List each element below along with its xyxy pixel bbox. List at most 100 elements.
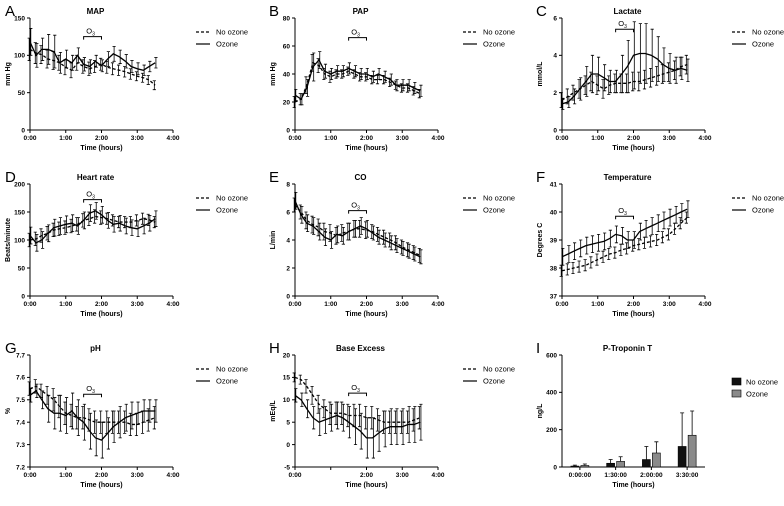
error-bar — [656, 36, 660, 82]
y-axis-label: L/min — [270, 231, 277, 250]
series-line-ozone — [561, 52, 688, 105]
series-line-no-ozone — [29, 48, 156, 86]
error-bar — [94, 202, 98, 220]
y-tick-label: 15 — [283, 375, 291, 382]
error-bar — [81, 406, 85, 430]
error-bar — [47, 224, 51, 243]
error-bar — [419, 403, 423, 441]
panel-b: B PAP 0 20 40 60 80 mm Hg Time (hours) 0:00 1:00 2:… — [269, 3, 515, 152]
error-bar — [674, 56, 678, 84]
error-bar — [106, 212, 110, 229]
y-tick-label: 20 — [283, 352, 291, 359]
error-bar — [577, 260, 581, 273]
legend-label-no-ozone: No ozone — [746, 378, 778, 387]
error-bar — [116, 64, 121, 76]
panel-title: CO — [355, 173, 367, 182]
error-bar — [365, 220, 369, 238]
error-bar — [148, 60, 152, 73]
ozone-bracket — [83, 36, 102, 40]
error-bar — [559, 92, 563, 108]
error-bar — [58, 394, 63, 432]
error-bar — [300, 392, 304, 407]
y-tick-label: 50 — [18, 90, 26, 97]
y-tick-label: 20 — [283, 99, 291, 106]
x-tick-label: 3:00 — [131, 301, 144, 308]
series-line-ozone — [294, 58, 421, 101]
error-bar — [648, 68, 653, 88]
panel-title: Temperature — [604, 173, 652, 182]
error-bar — [329, 231, 334, 249]
error-bar — [105, 212, 109, 225]
error-bar — [294, 89, 298, 101]
x-axis-label: Time (hours) — [345, 145, 387, 152]
y-tick-label: 60 — [283, 43, 291, 50]
panel-title: MAP — [87, 7, 105, 16]
panel-i: I P-Troponin T 0 200 400 600 ng/L Time (hours) 0… — [536, 340, 778, 489]
series-line-no-ozone — [561, 64, 688, 101]
error-bar — [292, 96, 296, 108]
error-bar — [76, 47, 80, 64]
legend-label-ozone: Ozone — [216, 40, 238, 49]
error-bar — [76, 217, 80, 235]
error-bar — [655, 234, 659, 246]
bar-no-ozone — [570, 465, 580, 468]
x-tick-label: 4:00 — [431, 472, 444, 479]
panel-letter: E — [269, 169, 279, 186]
ozone-bracket-subscript: 3 — [92, 195, 95, 201]
x-tick-label: 2:00 — [360, 135, 373, 142]
ozone-bracket-label: O3 — [618, 19, 627, 30]
error-bar — [53, 34, 57, 69]
panel-f: F Temperature 37 38 39 40 41 Degrees C Time (hou… — [536, 169, 784, 318]
error-bar — [648, 235, 653, 248]
error-bar — [650, 217, 654, 235]
error-bar — [305, 214, 310, 232]
error-bar — [644, 446, 649, 460]
legend-label-no-ozone: No ozone — [216, 28, 248, 37]
bar-no-ozone — [642, 459, 651, 468]
panel-c: C Lactate 0 2 4 6 mmol/L Time (hours) 0:00 1:00 2:… — [536, 3, 784, 152]
error-bar — [316, 394, 320, 414]
error-bar — [417, 248, 421, 263]
error-bar — [377, 229, 381, 245]
error-bar — [146, 75, 150, 85]
error-bar — [383, 70, 387, 83]
error-bar — [632, 231, 636, 249]
y-tick-label: 2 — [553, 90, 557, 97]
error-bar — [686, 200, 690, 218]
error-bar — [140, 72, 145, 83]
bar-no-ozone — [677, 446, 687, 468]
y-axis-label: Degrees C — [537, 223, 544, 258]
error-bar — [130, 60, 134, 73]
x-tick-label: 1:00 — [591, 301, 604, 308]
y-axis-label: % — [5, 407, 12, 414]
ozone-bracket-subscript: 3 — [357, 206, 360, 212]
error-bar — [375, 408, 380, 432]
y-tick-label: 80 — [283, 15, 291, 22]
error-bar — [618, 456, 623, 462]
error-bar — [411, 245, 415, 260]
error-bar — [58, 51, 63, 74]
error-bar — [381, 229, 386, 245]
y-axis-label: mm Hg — [270, 62, 277, 86]
error-bar — [359, 412, 363, 450]
series-line-ozone — [29, 210, 156, 244]
error-bar — [370, 224, 374, 239]
error-bar — [359, 217, 363, 235]
error-bar — [388, 232, 392, 248]
error-bar — [401, 408, 405, 445]
error-bar — [662, 211, 666, 230]
error-bar — [294, 388, 298, 403]
legend-label-ozone: Ozone — [746, 390, 768, 399]
y-tick-label: 4 — [553, 53, 557, 60]
ozone-bracket-subscript: 3 — [624, 24, 627, 30]
error-bar — [690, 410, 695, 436]
error-bar — [298, 374, 302, 385]
error-bar — [310, 385, 314, 405]
y-tick-label: 8 — [286, 181, 290, 188]
error-bar — [304, 211, 308, 230]
x-tick-label: 3:00 — [396, 472, 409, 479]
error-bar — [388, 410, 392, 434]
error-bar — [328, 224, 332, 242]
